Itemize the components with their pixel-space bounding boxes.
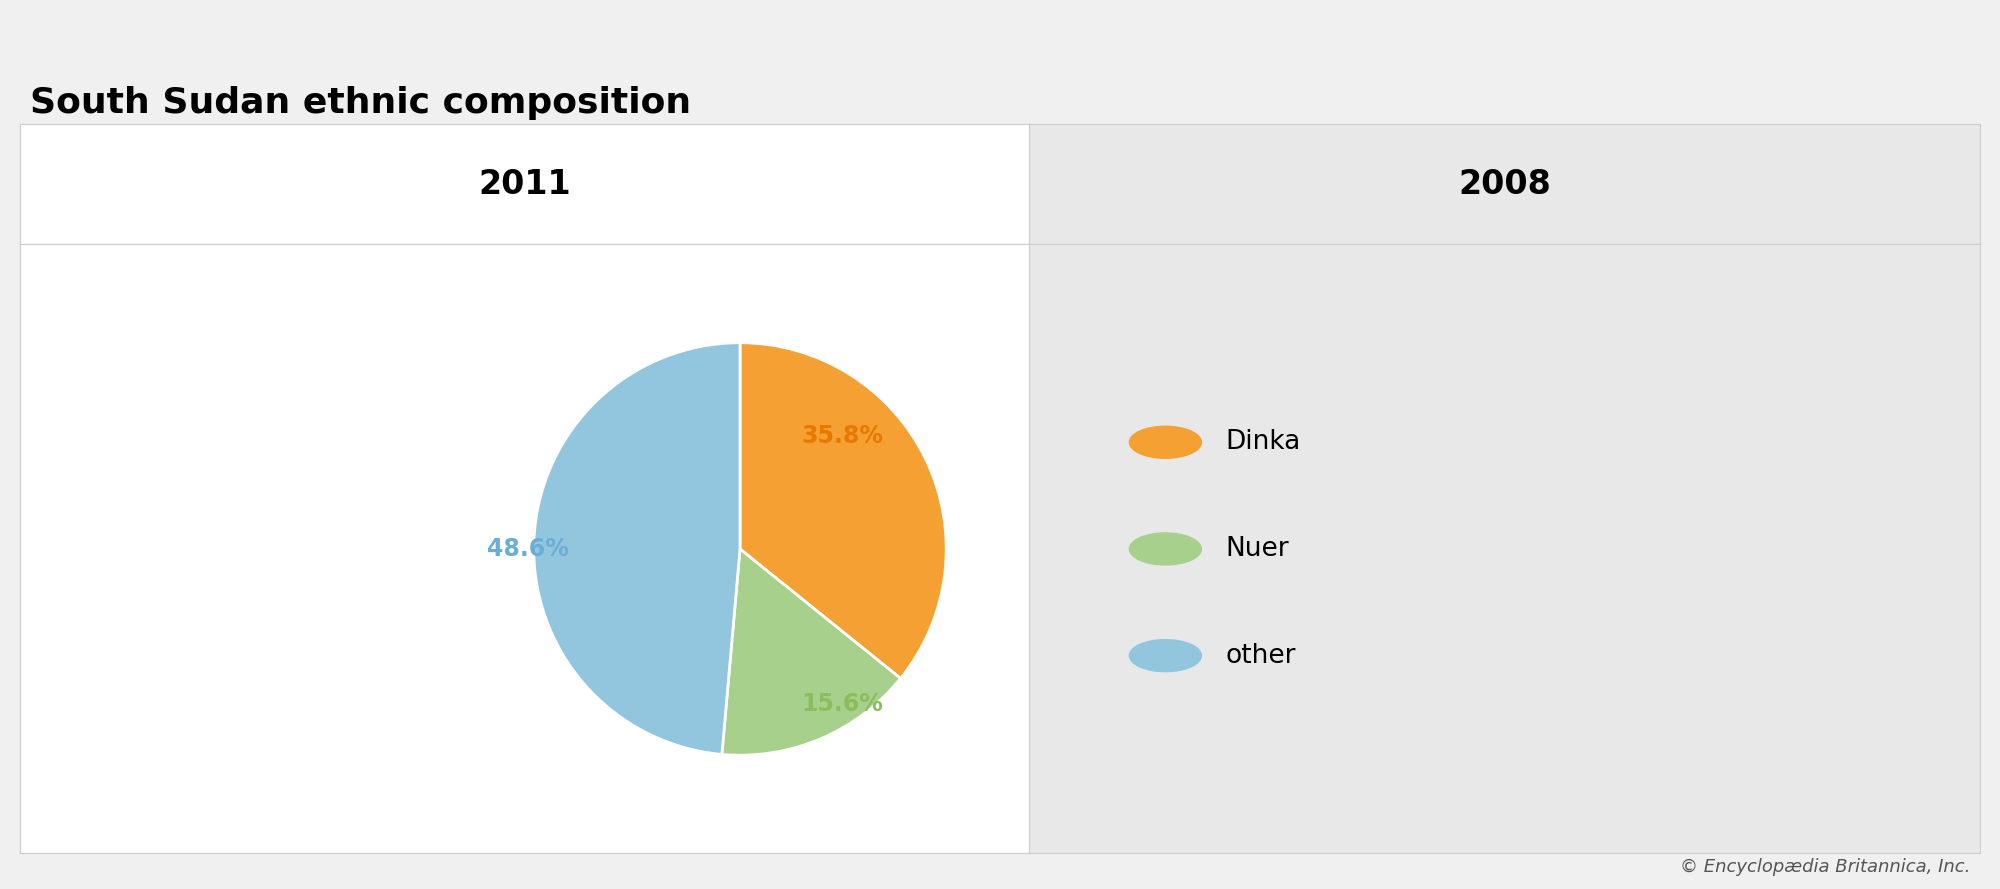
Text: Nuer: Nuer [1226,536,1290,562]
Text: Dinka: Dinka [1226,429,1300,455]
Text: South Sudan ethnic composition: South Sudan ethnic composition [30,86,692,120]
Text: 35.8%: 35.8% [802,423,884,447]
Text: 2011: 2011 [478,168,572,201]
Text: 15.6%: 15.6% [802,692,884,716]
Text: © Encyclopædia Britannica, Inc.: © Encyclopædia Britannica, Inc. [1680,858,1970,876]
Text: 2008: 2008 [1458,168,1552,201]
Text: other: other [1226,643,1296,669]
Wedge shape [740,342,946,678]
Text: 48.6%: 48.6% [488,537,570,561]
Wedge shape [722,549,900,755]
Wedge shape [534,342,740,755]
